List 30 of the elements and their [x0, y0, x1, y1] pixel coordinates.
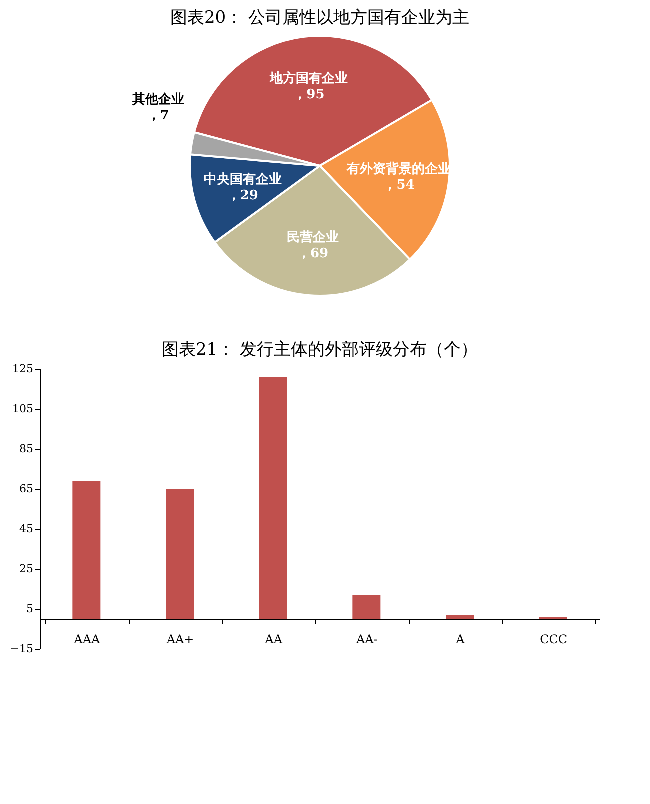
bar — [446, 615, 474, 619]
slice-label: 地方国有企业 — [269, 70, 348, 87]
y-tick-label: 5 — [26, 602, 34, 616]
slice-label: 中央国有企业 — [204, 172, 282, 188]
slice-label: 其他企业 — [131, 92, 184, 108]
chart-title: 图表20： 公司属性以地方国有企业为主 — [170, 8, 470, 28]
x-tick-label: A — [455, 632, 466, 646]
x-tick-label: CCC — [540, 632, 568, 646]
data-label: ，69 — [297, 246, 329, 262]
data-label: ，54 — [384, 178, 415, 193]
y-tick-label: 85 — [20, 442, 34, 456]
data-label: ，7 — [147, 108, 170, 124]
y-tick-label: 65 — [20, 482, 34, 496]
x-tick-label: AAA — [73, 632, 100, 646]
x-tick-label: AA- — [355, 632, 378, 646]
y-tick-label: 25 — [20, 562, 34, 576]
slice-label: 民营企业 — [287, 230, 339, 246]
chart-title: 图表21： 发行主体的外部评级分布（个） — [162, 340, 478, 360]
data-label: ，29 — [227, 188, 258, 204]
y-tick-label: 45 — [20, 522, 34, 536]
bar — [259, 377, 288, 619]
data-label: ，95 — [294, 88, 325, 103]
bar — [166, 489, 194, 619]
bar — [72, 481, 101, 619]
y-tick-label: −15 — [10, 642, 34, 656]
y-tick-label: 105 — [12, 402, 34, 416]
y-tick-label: 125 — [12, 362, 34, 376]
x-tick-label: AA — [264, 632, 283, 646]
x-tick-label: AA+ — [166, 632, 194, 646]
bar — [352, 595, 381, 619]
